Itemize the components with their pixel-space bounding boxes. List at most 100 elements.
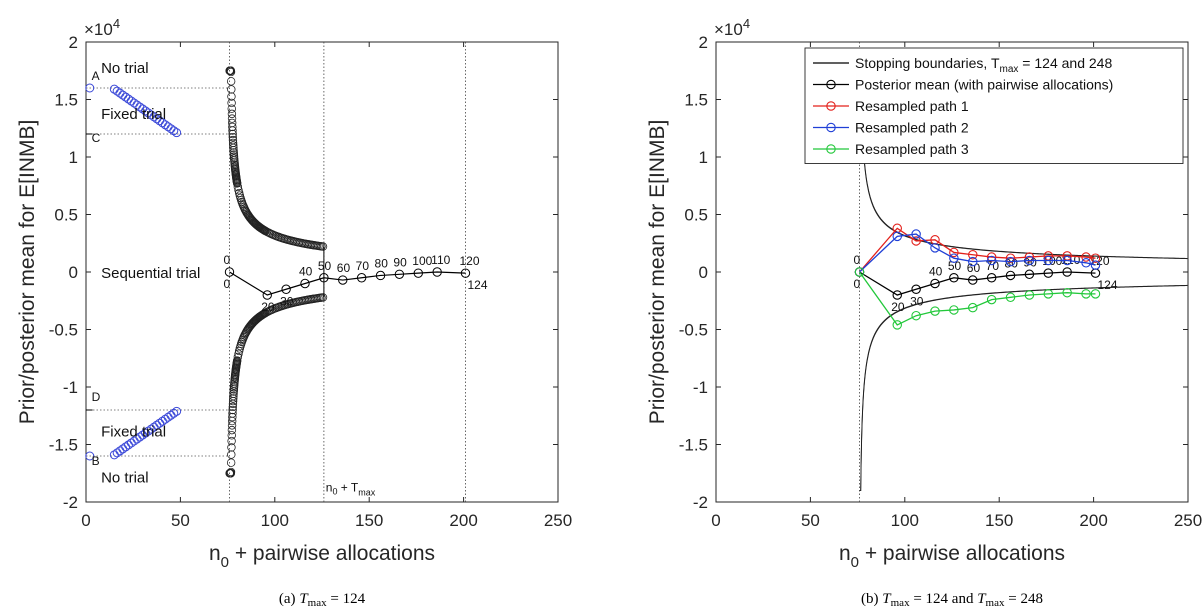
panel-a-ytick-label: -1 xyxy=(63,378,78,397)
panel-a-boundary-lower-point xyxy=(229,394,238,403)
panel-b-series-point-0 xyxy=(968,275,978,285)
panel-b-series-point-1 xyxy=(1090,253,1101,263)
panel-a-boundary-lower-point xyxy=(227,450,236,459)
panel-a-path-point-label: 50 xyxy=(318,259,332,273)
panel-a-boundary-upper-point xyxy=(234,185,243,195)
panel-b-series-point-2 xyxy=(949,253,959,263)
panel-a-path-point-label: 60 xyxy=(337,261,351,275)
panel-b-series-point-2 xyxy=(1024,255,1035,266)
panel-a-xtick-label: 50 xyxy=(171,511,190,530)
panel-b-series-point-1 xyxy=(949,247,959,258)
panel-a-boundary-lower-point xyxy=(227,436,236,446)
panel-b-series-point-3 xyxy=(1081,289,1091,299)
panel-b-ytick-label: -0.5 xyxy=(679,321,708,340)
panel-b-path-start-label-lower: 0 xyxy=(853,277,860,291)
panel-b-series-point-1 xyxy=(911,236,921,246)
panel-a-boundary-upper-point xyxy=(228,126,237,135)
panel-b-series-point-2 xyxy=(911,229,921,239)
panel-a-ytick-label: -1.5 xyxy=(49,436,78,455)
panel-b-ytick-label: -2 xyxy=(693,493,708,512)
panel-b-series-point-3 xyxy=(949,305,959,315)
panel-b-caption: (b) Tmax = 124 and Tmax = 248 xyxy=(861,591,1043,609)
panel-a-boundary-lower-point xyxy=(227,431,236,440)
panel-a-n0-tmax-label: n0 + Tmax xyxy=(326,481,376,498)
panel-a-boundary-lower-point xyxy=(229,391,238,401)
panel-a-boundary-lower-point xyxy=(228,409,237,418)
panel-b-series-point-0 xyxy=(1024,269,1035,280)
panel-a-region-label: Fixed trial xyxy=(101,106,166,123)
panel-a-boundary-lower-point xyxy=(226,458,236,467)
legend-entry: Posterior mean (with pairwise allocation… xyxy=(855,77,1113,93)
panel-a-posterior-path-point xyxy=(281,284,291,294)
panel-b-series-point-1 xyxy=(1005,253,1016,263)
panel-b-series-point-3 xyxy=(1062,287,1072,298)
panel-b-ytick-label: -1 xyxy=(693,378,708,397)
panel-a-path-point-label: 30 xyxy=(280,294,294,308)
panel-a-path-point-label: 110 xyxy=(431,253,450,267)
legend-marker xyxy=(826,144,836,154)
panel-a-boundary-upper-point xyxy=(227,109,237,119)
panel-b-series-line-0 xyxy=(859,271,1096,296)
panel-a-boundary-lower-point xyxy=(226,467,236,477)
panel-a-posterior-path-point xyxy=(356,273,367,283)
panel-a-path-point-label: 80 xyxy=(375,256,389,270)
panel-b-xtick-label: 200 xyxy=(1079,511,1107,530)
panel-a-fixed-upper-point xyxy=(169,126,179,136)
panel-a-caption: (a) Tmax = 124 xyxy=(279,591,366,609)
panel-b-series-point-2 xyxy=(1043,255,1054,266)
panel-b-ytick-label: -1.5 xyxy=(679,436,708,455)
panel-a-boundary-upper-point xyxy=(228,122,237,132)
panel-b-ytick-label: 0.5 xyxy=(684,206,708,225)
panel-b-series-point-1 xyxy=(968,250,978,260)
panel-a-posterior-path-point xyxy=(319,273,329,283)
panel-a-boundary-lower-point xyxy=(228,405,237,415)
panel-b-path-point-label: 40 xyxy=(929,265,943,279)
panel-a-ytick-label: -0.5 xyxy=(49,321,78,340)
panel-b-series-point-2 xyxy=(1081,258,1091,268)
panel-b-series-line-3 xyxy=(858,271,1096,326)
legend-box xyxy=(804,47,1184,164)
panel-b-series-point-0 xyxy=(930,278,940,289)
panel-a-ytick-label: 1 xyxy=(69,148,78,167)
panel-b-series-point-2 xyxy=(930,243,940,253)
panel-b-xtick-label: 150 xyxy=(985,511,1013,530)
panel-a-point-label: B xyxy=(92,454,100,468)
panel-a-boundary-upper-point xyxy=(226,77,236,86)
panel-a-path-point-label: 100 xyxy=(412,254,432,268)
panel-b-exponent: ×104 xyxy=(714,16,750,39)
panel-a-boundary-lower-point xyxy=(227,425,237,435)
panel-b-xtick-label: 250 xyxy=(1174,511,1202,530)
panel-a-boundary-lower-point xyxy=(229,389,238,398)
panel-a-boundary-lower-point xyxy=(234,349,243,359)
panel-a-boundary-lower-point xyxy=(228,402,238,412)
panel-a-posterior-path-point xyxy=(224,267,235,277)
panel-a-boundary-upper-point xyxy=(227,114,237,123)
panel-b-ytick-label: 1 xyxy=(699,148,708,167)
legend-entry: Resampled path 1 xyxy=(855,98,969,114)
panel-b-ylabel: Prior/posterior mean for E[INMB] xyxy=(646,120,669,425)
panel-a-edge-point xyxy=(85,451,95,461)
panel-a-region-label: No trial xyxy=(101,60,149,77)
panel-a-path-start-label-lower: 0 xyxy=(223,277,230,291)
panel-b-series-point-2 xyxy=(968,256,978,267)
panel-a-fixed-lower-point xyxy=(169,408,179,418)
panel-a-posterior-path-point xyxy=(300,278,310,289)
panel-b-path-point-label: 50 xyxy=(948,259,962,273)
panel-b-series-point-3 xyxy=(854,267,865,277)
panel-b-series-point-3 xyxy=(1043,289,1054,299)
panel-a-ylabel: Prior/posterior mean for E[INMB] xyxy=(16,120,39,425)
panel-b-xlabel: n0 + pairwise allocations xyxy=(839,542,1065,571)
panel-b-series-point-2 xyxy=(1090,260,1101,270)
panel-a-posterior-path-point xyxy=(413,268,423,278)
panel-a-boundary-upper-point xyxy=(226,67,236,77)
panel-a-boundary-upper-point xyxy=(227,85,236,94)
panel-a-fixed-upper-point xyxy=(172,128,182,138)
panel-b-path-point-label: 30 xyxy=(910,294,924,308)
panel-a-exponent: ×104 xyxy=(84,16,120,39)
panel-a-boundary-lower-point xyxy=(227,443,236,452)
panel-a-boundary-upper-point xyxy=(227,92,236,101)
panel-a-boundary-upper-point xyxy=(233,182,243,192)
panel-a-path-point-label: 90 xyxy=(393,255,407,269)
panel-b-series-point-0 xyxy=(911,284,921,294)
